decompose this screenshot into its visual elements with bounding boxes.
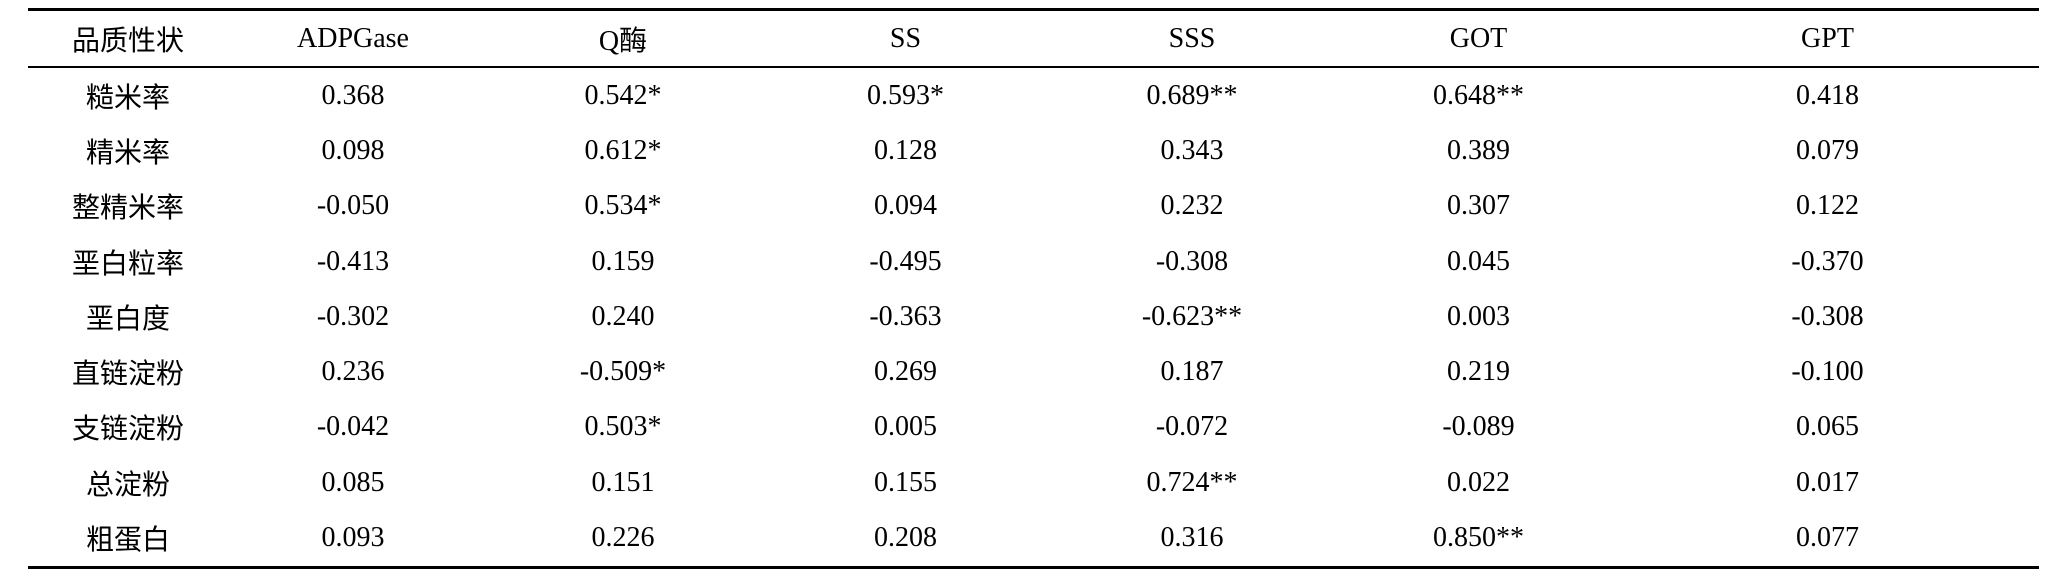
table-cell: 0.208 <box>874 522 937 554</box>
table-row: 总淀粉 0.085 0.151 0.155 0.724** 0.022 0.01… <box>28 455 2039 510</box>
table-cell: -0.089 <box>1442 411 1515 443</box>
row-label: 整精米率 <box>71 193 184 225</box>
table-cell: -0.413 <box>316 245 390 277</box>
table-cell: 0.159 <box>591 245 655 277</box>
table-cell: 0.122 <box>1796 190 1859 222</box>
table-cell: 0.151 <box>591 466 655 498</box>
table-cell: 0.093 <box>321 522 385 554</box>
table-cell: -0.308 <box>1791 300 1864 332</box>
table-row: 垩白粒率 -0.413 0.159 -0.495 -0.308 0.045 -0… <box>28 234 2039 289</box>
row-label: 糙米率 <box>85 82 170 114</box>
header-row: 品质性状 ADPGase Q酶 SS SSS GOT GPT <box>28 9 2039 67</box>
table-cell: 0.022 <box>1447 466 1510 498</box>
header-trait: 品质性状 <box>71 25 184 57</box>
table-row: 整精米率 -0.050 0.534* 0.094 0.232 0.307 0.1… <box>28 179 2039 234</box>
header-sss: SSS <box>1168 22 1216 54</box>
table-cell: 0.368 <box>321 79 385 111</box>
table-cell: 0.389 <box>1447 134 1510 166</box>
table-cell: 0.689** <box>1146 79 1238 111</box>
table-row: 精米率 0.098 0.612* 0.128 0.343 0.389 0.079 <box>28 123 2039 178</box>
table-cell: 0.612* <box>584 134 662 166</box>
correlation-table: 品质性状 ADPGase Q酶 SS SSS GOT GPT 糙米率 0.368… <box>28 8 2039 569</box>
table-cell: -0.050 <box>316 190 390 222</box>
table-cell: 0.850** <box>1433 522 1524 554</box>
table-cell: 0.648** <box>1433 79 1524 111</box>
table-cell: 0.593* <box>867 79 944 111</box>
table-cell: 0.236 <box>321 356 385 388</box>
correlation-table-container: 品质性状 ADPGase Q酶 SS SSS GOT GPT 糙米率 0.368… <box>28 8 2039 569</box>
table-cell: 0.155 <box>874 466 937 498</box>
table-cell: 0.219 <box>1447 356 1510 388</box>
table-cell: -0.308 <box>1155 245 1229 277</box>
table-cell: 0.187 <box>1160 356 1224 388</box>
table-cell: -0.042 <box>316 411 390 443</box>
table-header: 品质性状 ADPGase Q酶 SS SSS GOT GPT <box>28 9 2039 67</box>
table-cell: -0.623** <box>1141 300 1243 332</box>
table-cell: 0.005 <box>874 411 937 443</box>
row-label: 精米率 <box>85 137 170 169</box>
table-row: 垩白度 -0.302 0.240 -0.363 -0.623** 0.003 -… <box>28 289 2039 344</box>
header-got: GOT <box>1449 22 1508 54</box>
table-cell: -0.370 <box>1791 245 1864 277</box>
table-body: 糙米率 0.368 0.542* 0.593* 0.689** 0.648** … <box>28 67 2039 568</box>
table-cell: -0.495 <box>869 245 942 277</box>
table-cell: 0.094 <box>874 190 937 222</box>
table-cell: 0.724** <box>1146 466 1238 498</box>
table-cell: 0.503* <box>584 411 662 443</box>
table-cell: -0.302 <box>316 300 390 332</box>
table-cell: 0.418 <box>1796 79 1859 111</box>
header-gpt: GPT <box>1801 22 1854 54</box>
header-adpgase: ADPGase <box>297 22 409 54</box>
table-cell: 0.065 <box>1796 411 1859 443</box>
row-label: 直链淀粉 <box>71 359 184 391</box>
table-cell: 0.003 <box>1447 300 1510 332</box>
table-cell: 0.232 <box>1160 190 1224 222</box>
table-cell: 0.079 <box>1796 134 1859 166</box>
table-cell: 0.077 <box>1796 522 1859 554</box>
table-cell: 0.307 <box>1447 190 1510 222</box>
table-cell: 0.017 <box>1796 466 1859 498</box>
header-ss: SS <box>889 22 922 54</box>
table-cell: 0.240 <box>591 300 655 332</box>
table-row: 粗蛋白 0.093 0.226 0.208 0.316 0.850** 0.07… <box>28 510 2039 568</box>
row-label: 垩白粒率 <box>71 248 184 280</box>
table-row: 支链淀粉 -0.042 0.503* 0.005 -0.072 -0.089 0… <box>28 400 2039 455</box>
table-cell: 0.542* <box>584 79 662 111</box>
table-cell: -0.509* <box>579 356 667 388</box>
table-cell: 0.343 <box>1160 134 1224 166</box>
row-label: 垩白度 <box>85 303 170 335</box>
table-cell: 0.226 <box>591 522 655 554</box>
table-cell: 0.316 <box>1160 522 1224 554</box>
table-cell: -0.363 <box>869 300 942 332</box>
row-label: 支链淀粉 <box>71 414 184 446</box>
table-cell: 0.269 <box>874 356 937 388</box>
table-row: 直链淀粉 0.236 -0.509* 0.269 0.187 0.219 -0.… <box>28 344 2039 399</box>
row-label: 粗蛋白 <box>85 525 170 557</box>
table-cell: -0.072 <box>1155 411 1229 443</box>
table-cell: 0.098 <box>321 134 385 166</box>
header-q-enzyme: Q酶 <box>598 25 648 57</box>
table-row: 糙米率 0.368 0.542* 0.593* 0.689** 0.648** … <box>28 67 2039 123</box>
table-cell: 0.045 <box>1447 245 1510 277</box>
row-label: 总淀粉 <box>85 469 170 501</box>
table-cell: 0.128 <box>874 134 937 166</box>
table-cell: 0.534* <box>584 190 662 222</box>
table-cell: -0.100 <box>1791 356 1864 388</box>
table-cell: 0.085 <box>321 466 385 498</box>
